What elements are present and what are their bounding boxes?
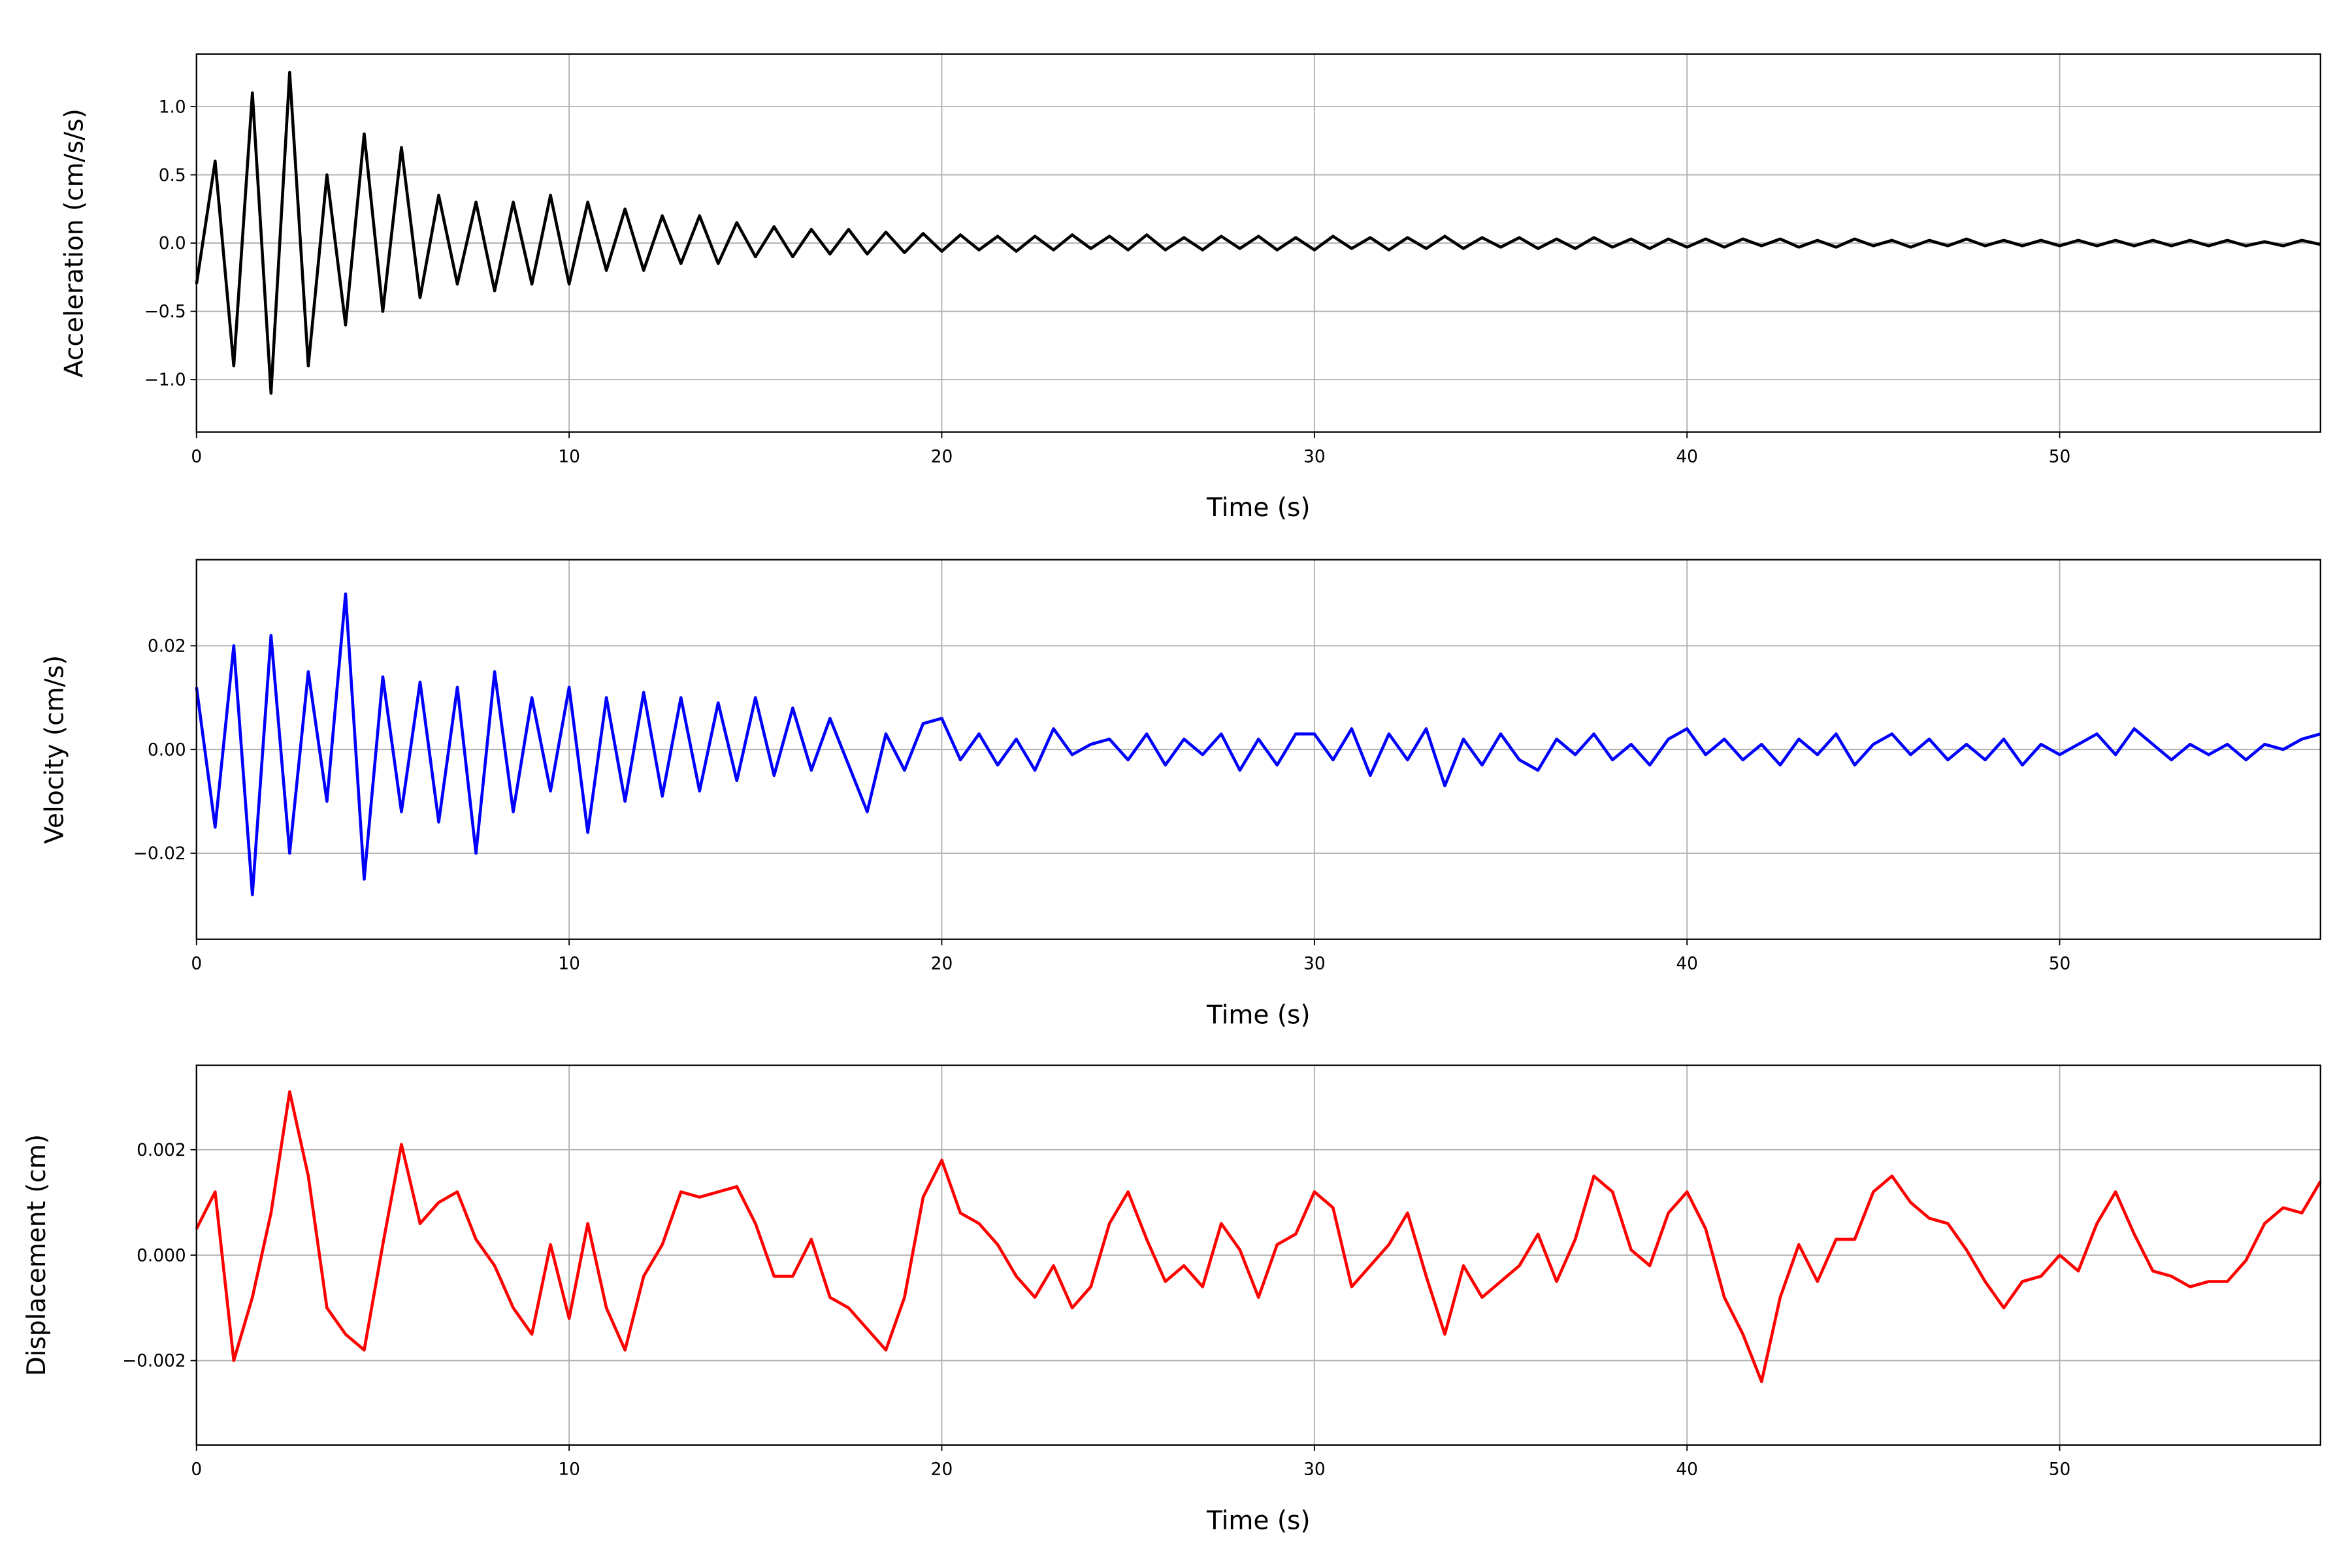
subplot: 0 10 20 30 40 50 −0.02 0.00 0.02 Time (s) Velocity…	[40, 559, 2321, 1030]
x-tick-label: 30	[1303, 1460, 1326, 1480]
x-tick-label: 0	[191, 446, 202, 466]
y-tick-label: 0.002	[137, 1140, 186, 1160]
x-tick-label: 10	[558, 1460, 580, 1480]
x-tick-label: 10	[558, 446, 580, 466]
x-tick-label: 50	[2049, 446, 2071, 466]
plot-frame	[195, 559, 2321, 940]
y-tick-label: 0.5	[159, 165, 186, 186]
x-tick-label: 40	[1676, 1460, 1698, 1480]
x-tick-label: 10	[558, 954, 580, 974]
y-tick-label: −0.002	[122, 1351, 186, 1371]
x-tick-label: 50	[2049, 954, 2071, 974]
plot-frame	[195, 53, 2321, 433]
y-tick-label: 0.000	[137, 1245, 186, 1266]
x-tick-label: 0	[191, 954, 202, 974]
x-tick-label: 40	[1676, 954, 1698, 974]
y-tick-label: −1.0	[144, 370, 186, 390]
y-axis-label: Displacement (cm)	[22, 1134, 52, 1377]
x-axis-label: Time (s)	[1206, 1000, 1311, 1030]
y-axis-label: Velocity (cm/s)	[40, 655, 69, 844]
subplot: 0 10 20 30 40 50 −0.002 0.000 0.002 Time (s) Displ…	[22, 1064, 2322, 1535]
x-tick-label: 50	[2049, 1460, 2071, 1480]
x-tick-label: 30	[1303, 446, 1326, 466]
y-tick-label: −0.02	[133, 843, 186, 864]
plot-frame	[195, 1064, 2321, 1446]
y-tick-label: 1.0	[159, 97, 186, 117]
x-tick-label: 0	[191, 1460, 202, 1480]
x-tick-label: 20	[931, 446, 953, 466]
data-line	[195, 1090, 2322, 1384]
x-axis-label: Time (s)	[1206, 1506, 1311, 1535]
y-tick-label: −0.5	[144, 302, 186, 322]
y-tick-label: 0.02	[148, 636, 186, 657]
x-tick-label: 20	[931, 1460, 953, 1480]
data-line	[195, 592, 2321, 896]
x-axis-label: Time (s)	[1206, 493, 1311, 523]
x-tick-label: 20	[931, 954, 953, 974]
data-line	[195, 71, 2321, 395]
subplot: 0 10 20 30 40 50 −1.0 −0.5 0.0 0.5 1.0 Time (s) Acce…	[59, 53, 2321, 523]
y-tick-label: 0.00	[148, 740, 186, 760]
y-tick-label: 0.0	[159, 233, 186, 253]
x-tick-label: 40	[1676, 446, 1698, 466]
x-tick-label: 30	[1303, 954, 1326, 974]
y-axis-label: Acceleration (cm/s/s)	[59, 108, 89, 378]
